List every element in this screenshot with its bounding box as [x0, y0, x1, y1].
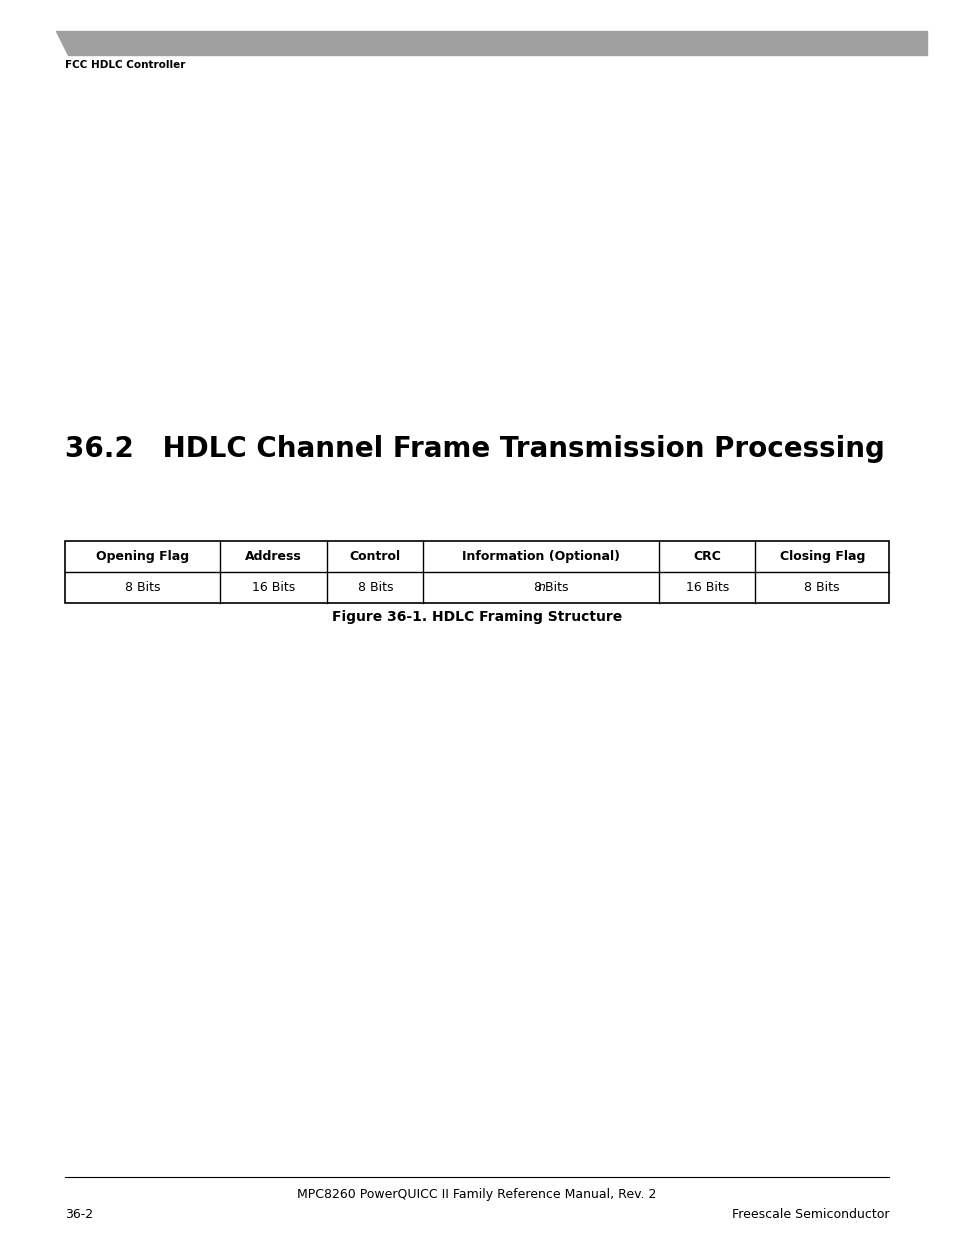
Text: MPC8260 PowerQUICC II Family Reference Manual, Rev. 2: MPC8260 PowerQUICC II Family Reference M…	[297, 1188, 656, 1202]
Text: 8 Bits: 8 Bits	[125, 580, 160, 594]
Text: Figure 36-1. HDLC Framing Structure: Figure 36-1. HDLC Framing Structure	[332, 610, 621, 624]
Text: FCC HDLC Controller: FCC HDLC Controller	[65, 61, 185, 70]
Text: Opening Flag: Opening Flag	[96, 550, 189, 563]
Text: 8 Bits: 8 Bits	[357, 580, 393, 594]
Text: CRC: CRC	[693, 550, 720, 563]
Text: 36-2: 36-2	[65, 1208, 92, 1221]
Text: Closing Flag: Closing Flag	[779, 550, 864, 563]
Polygon shape	[56, 32, 926, 54]
Text: n: n	[537, 580, 544, 594]
Text: Bits: Bits	[540, 580, 568, 594]
Text: 16 Bits: 16 Bits	[685, 580, 728, 594]
Bar	[65, 541, 888, 603]
Text: 8: 8	[533, 580, 540, 594]
Text: 36.2   HDLC Channel Frame Transmission Processing: 36.2 HDLC Channel Frame Transmission Pro…	[65, 435, 883, 463]
Text: Information (Optional): Information (Optional)	[462, 550, 619, 563]
Text: 16 Bits: 16 Bits	[252, 580, 294, 594]
Text: Address: Address	[245, 550, 302, 563]
Text: Control: Control	[350, 550, 400, 563]
Text: 8 Bits: 8 Bits	[803, 580, 839, 594]
Text: Freescale Semiconductor: Freescale Semiconductor	[731, 1208, 888, 1221]
